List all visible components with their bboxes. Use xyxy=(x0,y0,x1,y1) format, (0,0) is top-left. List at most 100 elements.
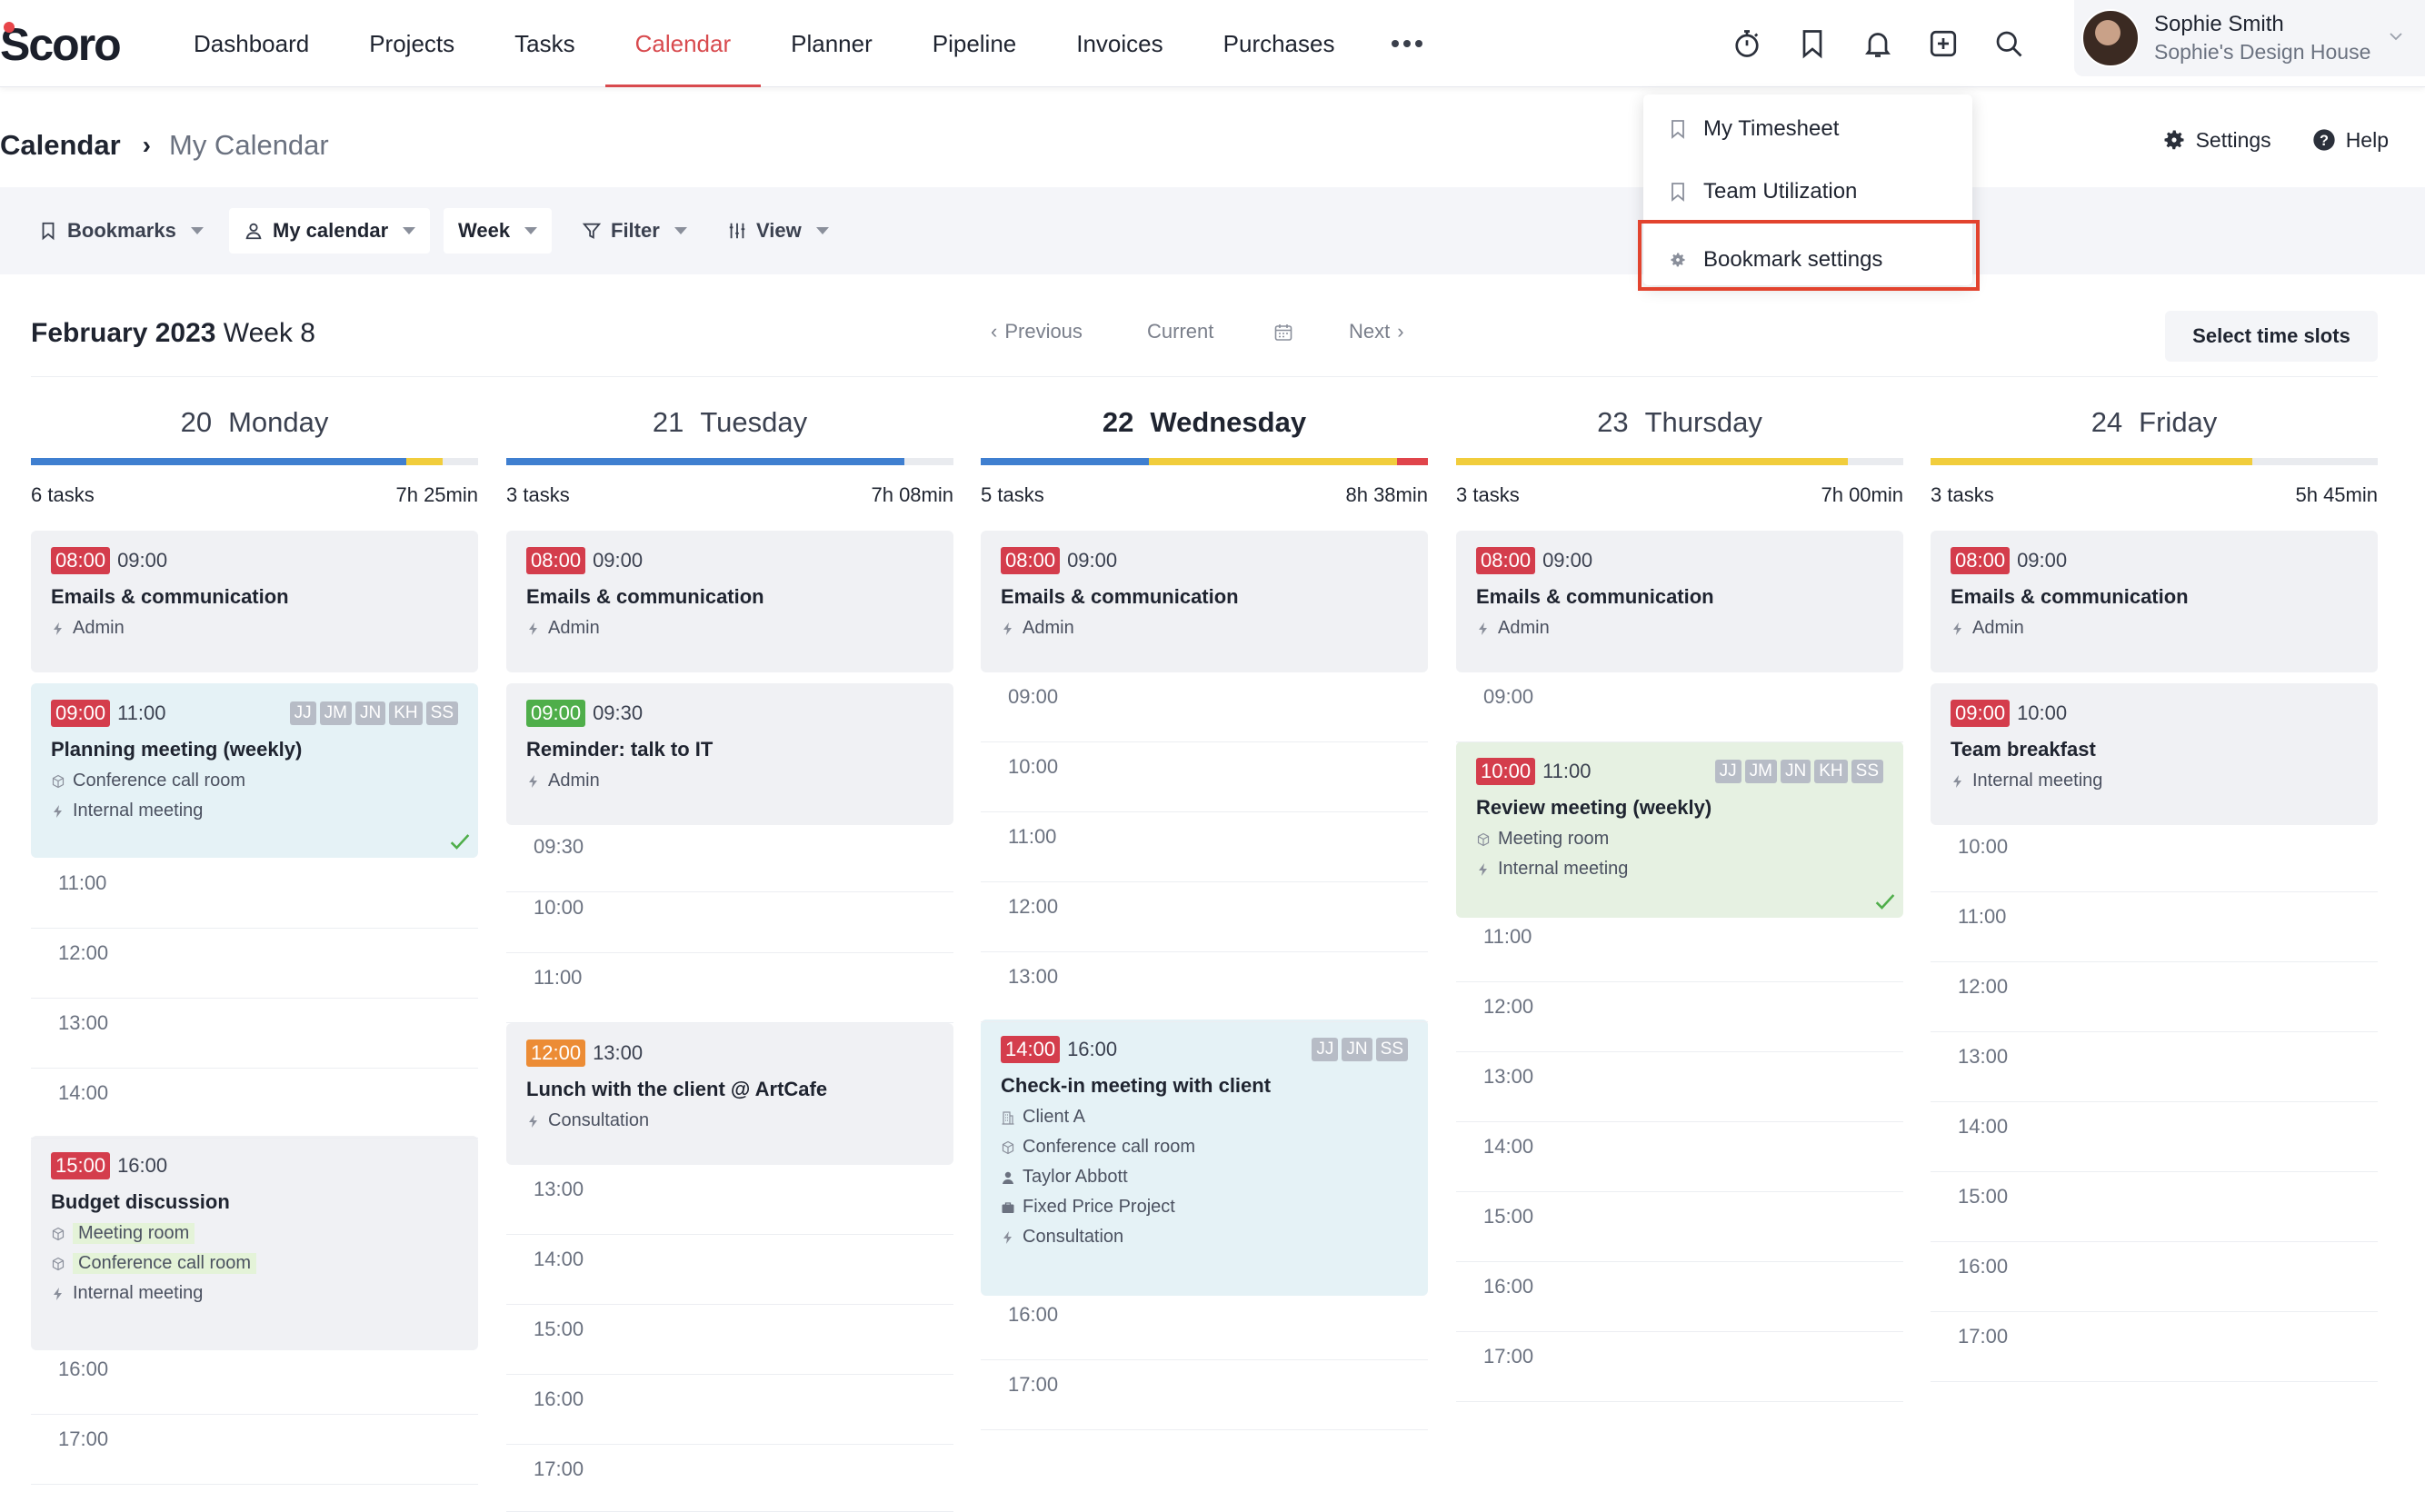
time-slot[interactable]: 12:00 xyxy=(31,929,478,999)
scoro-logo[interactable]: Scoro xyxy=(0,13,122,76)
time-slot[interactable]: 11:00 xyxy=(1456,912,1903,982)
day-header[interactable]: 23 Thursday xyxy=(1456,400,1903,445)
bookmark-settings-item[interactable]: Bookmark settings xyxy=(1643,233,1972,287)
day-header[interactable]: 20 Monday xyxy=(31,400,478,445)
day-header[interactable]: 24 Friday xyxy=(1931,400,2378,445)
more-menu-icon[interactable] xyxy=(1364,0,1450,87)
range-selector[interactable]: Week xyxy=(444,208,553,254)
nav-item-dashboard[interactable]: Dashboard xyxy=(194,29,310,57)
time-slot[interactable]: 13:00 xyxy=(981,952,1428,1022)
time-slot[interactable]: 10:00 xyxy=(506,883,953,953)
time-slot[interactable]: 12:00 xyxy=(1931,962,2378,1032)
room-icon xyxy=(52,774,65,788)
search-icon[interactable] xyxy=(1987,18,2031,69)
calendar-event[interactable]: 09:00 11:00 Planning meeting (weekly) Confe… xyxy=(31,683,478,858)
next-week-button[interactable]: Next › xyxy=(1349,320,1404,343)
caret-down-icon xyxy=(524,227,538,234)
add-icon[interactable] xyxy=(1921,18,1965,69)
task-count: 5 tasks xyxy=(981,483,1044,506)
time-slot[interactable]: 17:00 xyxy=(31,1415,478,1485)
time-slot[interactable]: 09:00 xyxy=(981,672,1428,742)
time-slot[interactable]: 12:00 xyxy=(1456,982,1903,1052)
time-slot[interactable]: 10:00 xyxy=(981,742,1428,812)
time-slot[interactable]: 11:00 xyxy=(981,812,1428,882)
filter-dropdown[interactable]: Filter xyxy=(567,208,702,254)
time-slot[interactable]: 14:00 xyxy=(1931,1102,2378,1172)
calendar-selector[interactable]: My calendar xyxy=(229,208,431,254)
time-slot[interactable]: 15:00 xyxy=(506,1305,953,1375)
settings-button[interactable]: Settings xyxy=(2161,127,2271,153)
calendar-event[interactable]: 15:00 16:00 Budget discussion Meeting room C… xyxy=(31,1136,478,1350)
time-slot[interactable]: 16:00 xyxy=(981,1290,1428,1360)
calendar-event[interactable]: 09:00 09:30 Reminder: talk to IT Admin xyxy=(506,683,953,825)
calendar-event[interactable]: 09:00 10:00 Team breakfast Internal meeting xyxy=(1931,683,2378,825)
bell-icon[interactable] xyxy=(1856,18,1900,69)
utilization-segment xyxy=(1456,458,1848,465)
next-label: Next xyxy=(1349,320,1391,343)
time-slot[interactable]: 14:00 xyxy=(506,1235,953,1305)
time-slot[interactable]: 13:00 xyxy=(506,1165,953,1235)
time-slot[interactable]: 16:00 xyxy=(1456,1262,1903,1332)
calendar-event[interactable]: 12:00 13:00 Lunch with the client @ ArtCaf… xyxy=(506,1023,953,1165)
nav-item-planner[interactable]: Planner xyxy=(791,29,873,57)
date-picker-button[interactable] xyxy=(1272,322,1294,343)
breadcrumb-root[interactable]: Calendar xyxy=(0,129,121,161)
help-button[interactable]: ? Help xyxy=(2311,127,2389,153)
nav-item-projects[interactable]: Projects xyxy=(369,29,455,57)
view-dropdown[interactable]: View xyxy=(713,208,843,254)
time-slot[interactable]: 09:00 xyxy=(1456,672,1903,742)
nav-item-pipeline[interactable]: Pipeline xyxy=(932,29,1017,57)
time-slot[interactable]: 16:00 xyxy=(506,1375,953,1445)
calendar-event[interactable]: 14:00 16:00 Check-in meeting with client Cl… xyxy=(981,1020,1428,1296)
time-slot[interactable]: 17:00 xyxy=(1931,1312,2378,1382)
time-slot[interactable]: 09:30 xyxy=(506,822,953,892)
time-slot[interactable]: 15:00 xyxy=(1456,1192,1903,1262)
time-slot[interactable]: 11:00 xyxy=(506,953,953,1023)
nav-item-purchases[interactable]: Purchases xyxy=(1222,29,1335,57)
calendar-event[interactable]: 10:00 11:00 Review meeting (weekly) Meeting… xyxy=(1456,741,1903,918)
nav-item-invoices[interactable]: Invoices xyxy=(1076,29,1163,57)
bookmark-icon[interactable] xyxy=(1791,18,1834,69)
utilization-segment xyxy=(506,458,904,465)
event-start-badge: 08:00 xyxy=(1951,547,2011,574)
day-header[interactable]: 21 Tuesday xyxy=(506,400,953,445)
user-menu[interactable]: Sophie Smith Sophie's Design House xyxy=(2074,0,2425,76)
room-icon xyxy=(52,1257,65,1270)
calendar-event[interactable]: 08:00 09:00 Emails & communication Admin xyxy=(1931,531,2378,672)
time-slot[interactable]: 13:00 xyxy=(31,999,478,1069)
bookmark-item-my-timesheet[interactable]: My Timesheet xyxy=(1643,102,1972,156)
calendar-event[interactable]: 08:00 09:00 Emails & communication Admin xyxy=(506,531,953,672)
time-slot[interactable]: 16:00 xyxy=(1931,1242,2378,1312)
time-slot[interactable]: 11:00 xyxy=(1931,892,2378,962)
timer-icon[interactable] xyxy=(1725,18,1769,69)
calendar-event[interactable]: 08:00 09:00 Emails & communication Admin xyxy=(31,531,478,672)
time-slot[interactable]: 17:00 xyxy=(506,1445,953,1512)
calendar-event[interactable]: 08:00 09:00 Emails & communication Admin xyxy=(1456,531,1903,672)
day-number: 23 xyxy=(1597,406,1629,438)
previous-week-button[interactable]: ‹ Previous xyxy=(991,320,1083,343)
time-slot[interactable]: 11:00 xyxy=(31,859,478,929)
time-slot[interactable]: 14:00 xyxy=(31,1069,478,1139)
day-header[interactable]: 22 Wednesday xyxy=(981,400,1428,445)
time-slot[interactable]: 12:00 xyxy=(981,882,1428,952)
bookmark-item-team-utilization[interactable]: Team Utilization xyxy=(1643,164,1972,219)
week-number: Week 8 xyxy=(223,318,315,348)
time-slot[interactable]: 17:00 xyxy=(1456,1332,1903,1402)
calendar-event[interactable]: 08:00 09:00 Emails & communication Admin xyxy=(981,531,1428,672)
filter-icon xyxy=(582,223,602,239)
event-detail-text: Internal meeting xyxy=(73,801,204,821)
current-week-button[interactable]: Current xyxy=(1147,320,1213,343)
time-slot[interactable]: 16:00 xyxy=(31,1345,478,1415)
bookmarks-dropdown[interactable]: Bookmarks xyxy=(24,208,218,254)
time-slot[interactable]: 15:00 xyxy=(1931,1172,2378,1242)
time-slot[interactable]: 13:00 xyxy=(1456,1052,1903,1122)
time-slot[interactable]: 17:00 xyxy=(981,1360,1428,1430)
nav-item-calendar[interactable]: Calendar xyxy=(604,0,762,87)
select-time-slots-button[interactable]: Select time slots xyxy=(2165,311,2378,362)
nav-item-tasks[interactable]: Tasks xyxy=(514,29,575,57)
time-slot[interactable]: 10:00 xyxy=(1931,822,2378,892)
time-slot[interactable]: 14:00 xyxy=(1456,1122,1903,1192)
time-slot[interactable]: 13:00 xyxy=(1931,1032,2378,1102)
event-title: Check-in meeting with client xyxy=(1001,1074,1272,1097)
event-detail-text: Meeting room xyxy=(1498,829,1610,849)
